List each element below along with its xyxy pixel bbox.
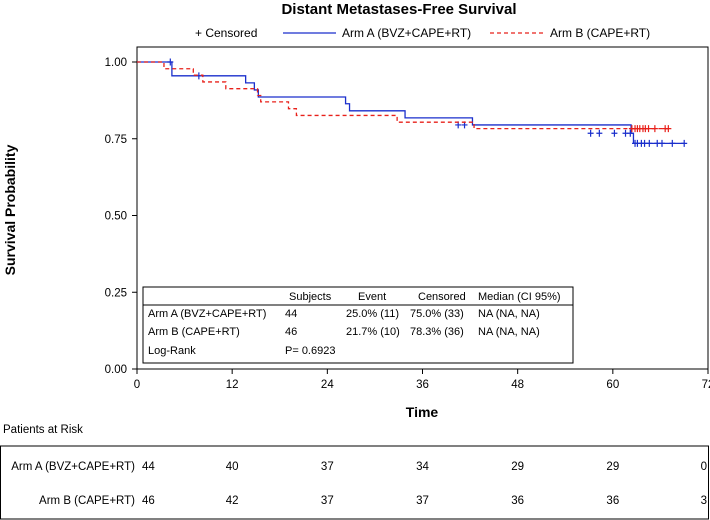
risk-count: 42 xyxy=(226,495,239,507)
risk-count: 40 xyxy=(226,461,239,473)
stats-row-arm-b-median: NA (NA, NA) xyxy=(478,326,540,338)
x-tick-label: 12 xyxy=(226,379,239,391)
stats-logrank-label: Log-Rank xyxy=(148,345,196,357)
stats-logrank-value: P= 0.6923 xyxy=(285,345,335,357)
stats-header-event: Event xyxy=(358,291,386,303)
risk-count: 34 xyxy=(416,461,429,473)
risk-count: 44 xyxy=(142,461,155,473)
censor-mark xyxy=(669,139,676,147)
survival-curves xyxy=(137,58,688,147)
stats-row-arm-a-label: Arm A (BVZ+CAPE+RT) xyxy=(148,308,266,320)
x-tick-label: 48 xyxy=(511,379,524,391)
legend-arm-a-label: Arm A (BVZ+CAPE+RT) xyxy=(342,26,471,40)
risk-row-arm-b-label: Arm B (CAPE+RT) xyxy=(39,495,135,507)
censor-mark xyxy=(587,129,594,137)
x-axis: 0 12 24 36 48 60 72 xyxy=(134,369,710,391)
stats-row-arm-b-label: Arm B (CAPE+RT) xyxy=(148,326,240,338)
censor-mark xyxy=(651,125,658,133)
censor-mark xyxy=(167,58,174,66)
risk-table-title: Patients at Risk xyxy=(3,424,83,436)
risk-count: 37 xyxy=(416,495,429,507)
risk-table-box xyxy=(0,445,709,520)
x-tick-label: 72 xyxy=(702,379,710,391)
y-axis: 0.00 0.25 0.50 0.75 1.00 xyxy=(105,57,137,376)
risk-count: 0 xyxy=(701,461,707,473)
legend-censored-label: + Censored xyxy=(195,26,257,40)
series-arm-a-curve xyxy=(137,61,685,145)
censor-mark xyxy=(681,139,688,147)
y-tick-label: 0.00 xyxy=(105,364,127,376)
x-tick-label: 36 xyxy=(416,379,429,391)
censor-mark xyxy=(659,139,666,147)
risk-count: 29 xyxy=(606,461,619,473)
stats-row-arm-b-subjects: 46 xyxy=(285,326,297,338)
risk-count: 37 xyxy=(321,461,334,473)
series-arm-b-curve xyxy=(137,61,669,130)
chart-title: Distant Metastases-Free Survival xyxy=(281,1,516,18)
x-axis-label: Time xyxy=(406,404,439,420)
risk-counts: 44 40 37 34 29 29 0 46 42 37 37 36 36 3 xyxy=(142,461,707,507)
risk-count: 3 xyxy=(701,495,707,507)
risk-count: 37 xyxy=(321,495,334,507)
stats-row-arm-a-median: NA (NA, NA) xyxy=(478,308,540,320)
stats-row-arm-b-event: 21.7% (10) xyxy=(346,326,400,338)
risk-count: 36 xyxy=(511,495,524,507)
censor-mark xyxy=(596,129,603,137)
stats-table-box xyxy=(142,286,574,364)
x-tick-label: 60 xyxy=(606,379,619,391)
legend: + Censored Arm A (BVZ+CAPE+RT) Arm B (CA… xyxy=(195,26,650,40)
stats-header-censored: Censored xyxy=(418,291,466,303)
stats-row-arm-a-subjects: 44 xyxy=(285,308,297,320)
y-axis-label: Survival Probability xyxy=(2,144,18,275)
censor-mark xyxy=(665,125,672,133)
risk-count: 29 xyxy=(511,461,524,473)
stats-table: Subjects Event Censored Median (CI 95%) … xyxy=(142,286,574,364)
stats-row-arm-b-censored: 78.3% (36) xyxy=(410,326,464,338)
stats-header-subjects: Subjects xyxy=(289,291,332,303)
stats-header-median: Median (CI 95%) xyxy=(478,291,561,303)
censor-mark xyxy=(646,139,653,147)
censor-mark xyxy=(645,125,652,133)
risk-count: 46 xyxy=(142,495,155,507)
y-tick-label: 0.75 xyxy=(105,134,127,146)
risk-count: 36 xyxy=(606,495,619,507)
risk-row-arm-a-label: Arm A (BVZ+CAPE+RT) xyxy=(11,461,135,473)
y-tick-label: 1.00 xyxy=(105,57,127,69)
y-tick-label: 0.50 xyxy=(105,211,127,223)
stats-row-arm-a-censored: 75.0% (33) xyxy=(410,308,464,320)
x-tick-label: 24 xyxy=(321,379,334,391)
y-tick-label: 0.25 xyxy=(105,287,127,299)
censor-mark xyxy=(627,129,634,137)
censor-mark xyxy=(611,129,618,137)
legend-arm-b-label: Arm B (CAPE+RT) xyxy=(550,26,650,40)
x-tick-label: 0 xyxy=(134,379,140,391)
stats-row-arm-a-event: 25.0% (11) xyxy=(346,308,399,320)
